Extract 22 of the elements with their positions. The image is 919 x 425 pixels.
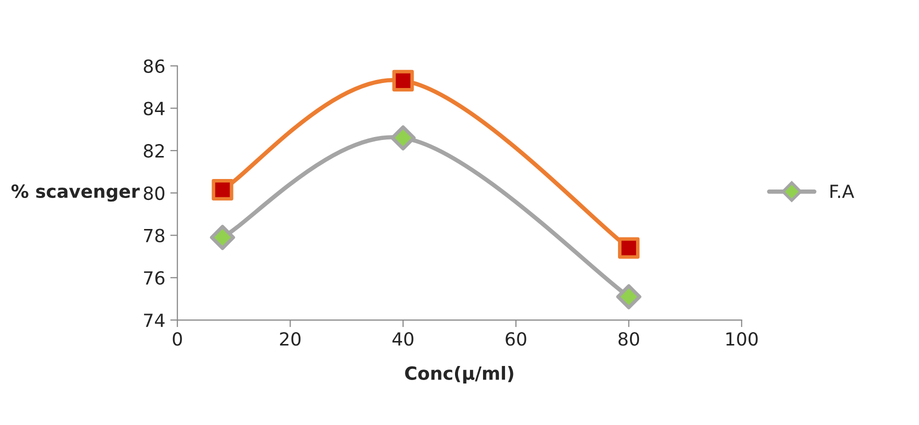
x-tick-label: 100 [726,332,758,346]
point [212,179,234,201]
y-axis-title: % scavenger [11,184,140,202]
point [392,70,414,92]
x-axis-title: Conc(μ/ml) [405,366,514,384]
x-tick-label: 40 [392,332,414,346]
x-tick-label: 20 [280,332,301,346]
point [390,125,416,150]
y-tick-label: 80 [144,186,164,200]
x-tick-label: 60 [506,332,526,346]
point [210,224,236,250]
x-tick-label: 0 [172,332,182,346]
legend-label: F.A [830,184,854,198]
y-tick-label: 76 [144,271,164,285]
x-tick-label: 80 [618,332,640,346]
y-tick-label: 86 [144,59,164,73]
point [616,284,642,310]
point [618,237,640,259]
y-tick-label: 82 [144,144,164,158]
y-tick-label: 78 [144,228,164,242]
y-tick-label: 84 [144,102,165,116]
y-tick-label: 74 [144,314,165,327]
